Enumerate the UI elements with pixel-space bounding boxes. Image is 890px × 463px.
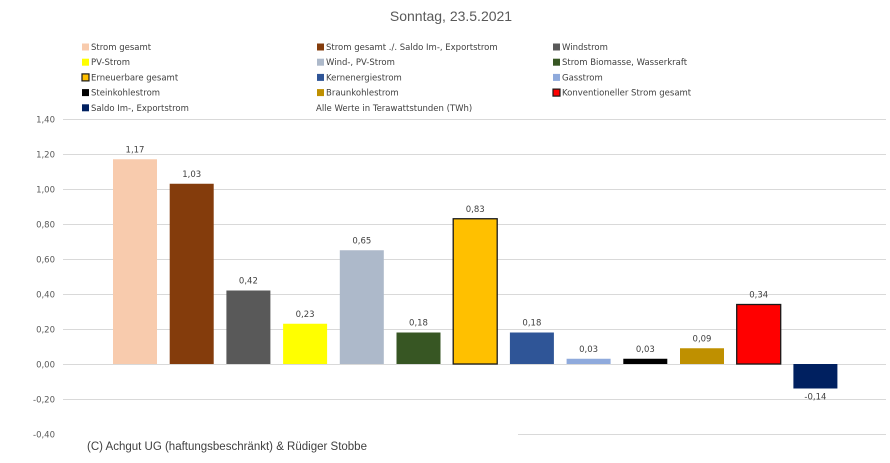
bar-4: [339, 250, 384, 364]
legend-entry: Strom Biomasse, Wasserkraft: [553, 58, 688, 68]
legend-entry: Steinkohlestrom: [82, 89, 160, 99]
bar-1: [169, 183, 214, 364]
legend-label: Strom gesamt: [91, 43, 152, 53]
legend-swatch: [317, 43, 324, 51]
legend-swatch: [552, 88, 561, 97]
legend-swatch: [553, 43, 560, 51]
bar-0: [113, 159, 157, 364]
y-tick-label: -0,20: [33, 396, 55, 406]
y-tick-label: 0,60: [36, 256, 55, 266]
y-tick-label: 1,40: [36, 116, 55, 126]
legend-entry: Wind-, PV-Strom: [317, 58, 395, 68]
legend-swatch: [82, 89, 89, 97]
legend-swatch: [317, 89, 324, 97]
y-tick-label: 0,40: [36, 291, 55, 301]
bar-2: [226, 290, 271, 364]
legend-entry: Windstrom: [553, 43, 608, 53]
y-axis-ticks: -0,40 -0,20 0,00 0,20 0,40 0,60 0,80 1,00 1,20 1,…: [33, 116, 55, 441]
data-labels: 1,17 1,03 0,42 0,23 0,65 0,18 0,83 0,18 0,03 0,03…: [126, 145, 827, 402]
legend-swatch: [82, 58, 89, 66]
legend-entry: PV-Strom: [82, 58, 130, 68]
legend-entry: Kernenergiestrom: [317, 73, 402, 83]
data-label: 0,03: [636, 345, 655, 355]
legend-label: Steinkohlestrom: [91, 89, 160, 99]
legend-swatch: [317, 73, 324, 81]
legend-label: Strom gesamt ./. Saldo Im-, Exportstrom: [326, 43, 498, 53]
legend-swatch: [553, 73, 560, 81]
units-note: Alle Werte in Terawattstunden (TWh): [316, 104, 472, 114]
legend-label: PV-Strom: [91, 58, 130, 68]
y-tick-label: 1,20: [36, 151, 55, 161]
footer-background: [60, 420, 518, 463]
legend-label: Gasstrom: [562, 73, 603, 83]
legend-entry: Strom gesamt ./. Saldo Im-, Exportstrom: [317, 43, 498, 53]
data-label: 0,03: [579, 345, 598, 355]
legend-label: Saldo Im-, Exportstrom: [91, 104, 189, 114]
bar-8: [566, 358, 611, 364]
legend-label: Braunkohlestrom: [326, 89, 399, 99]
legend-entry: Saldo Im-, Exportstrom: [82, 104, 189, 114]
copyright-footer: (C) Achgut UG (haftungsbeschränkt) & Rüd…: [87, 441, 367, 453]
legend-entry: Strom gesamt: [82, 43, 152, 53]
y-tick-label: 0,00: [36, 361, 55, 371]
legend-entry: Braunkohlestrom: [317, 89, 399, 99]
legend-entry: Erneuerbare gesamt: [81, 73, 179, 83]
data-label: 0,09: [693, 334, 712, 344]
legend-label: Kernenergiestrom: [326, 73, 402, 83]
data-label: 0,23: [296, 310, 315, 320]
legend-entry: Konventioneller Strom gesamt: [552, 88, 692, 99]
data-label: 0,42: [239, 277, 258, 287]
bar-5: [396, 332, 441, 364]
y-tick-label: -0,40: [33, 431, 55, 441]
legend-label: Erneuerbare gesamt: [91, 73, 179, 83]
data-label: 0,18: [409, 319, 428, 329]
chart-title: Sonntag, 23.5.2021: [390, 8, 512, 24]
legend-swatch: [81, 73, 90, 82]
data-label: 0,34: [749, 291, 768, 301]
legend-entry: Gasstrom: [553, 73, 603, 83]
bar-12: [793, 364, 838, 389]
bar-9: [623, 358, 668, 364]
bar-7: [509, 332, 554, 364]
bars: [113, 159, 838, 389]
bar-10: [680, 348, 724, 364]
y-tick-label: 1,00: [36, 186, 55, 196]
y-tick-label: 0,80: [36, 221, 55, 231]
bar-6: [452, 218, 498, 365]
legend-label: Konventioneller Strom gesamt: [562, 89, 692, 99]
legend-label: Strom Biomasse, Wasserkraft: [562, 58, 688, 68]
legend: Strom gesamt Strom gesamt ./. Saldo Im-, …: [81, 43, 692, 114]
data-label: -0,14: [804, 393, 826, 403]
data-label: 0,65: [352, 236, 371, 246]
y-tick-label: 0,20: [36, 326, 55, 336]
data-label: 1,03: [182, 170, 201, 180]
bar-3: [283, 323, 328, 364]
bar-11: [736, 303, 782, 365]
legend-swatch: [317, 58, 324, 66]
legend-label: Windstrom: [562, 43, 608, 53]
legend-label: Wind-, PV-Strom: [326, 58, 395, 68]
data-label: 0,83: [466, 205, 485, 215]
legend-swatch: [553, 58, 560, 66]
data-label: 0,18: [522, 319, 541, 329]
data-label: 1,17: [126, 145, 145, 155]
legend-swatch: [82, 43, 89, 51]
legend-swatch: [82, 104, 89, 112]
